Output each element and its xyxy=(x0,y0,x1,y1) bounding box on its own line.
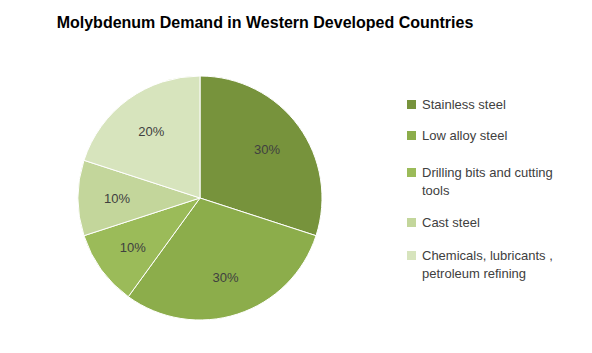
legend-swatch xyxy=(407,218,416,227)
legend-label: Stainless steel xyxy=(422,96,582,114)
slice xyxy=(84,76,200,198)
data-label: 10% xyxy=(120,240,146,255)
legend-swatch xyxy=(407,168,416,177)
data-label: 20% xyxy=(138,124,164,139)
legend-label: Chemicals, lubricants , petroleum refini… xyxy=(422,247,582,283)
legend-swatch xyxy=(407,131,416,140)
data-label: 30% xyxy=(213,270,239,285)
slices xyxy=(78,76,322,320)
legend-label: Drilling bits and cutting tools xyxy=(422,164,582,200)
legend-label: Low alloy steel xyxy=(422,127,582,145)
legend-swatch xyxy=(407,100,416,109)
legend-swatch xyxy=(407,251,416,260)
data-label: 10% xyxy=(104,191,130,206)
title: Molybdenum Demand in Western Developed C… xyxy=(57,14,474,31)
legend-label: Cast steel xyxy=(422,214,582,232)
data-label: 30% xyxy=(254,142,280,157)
